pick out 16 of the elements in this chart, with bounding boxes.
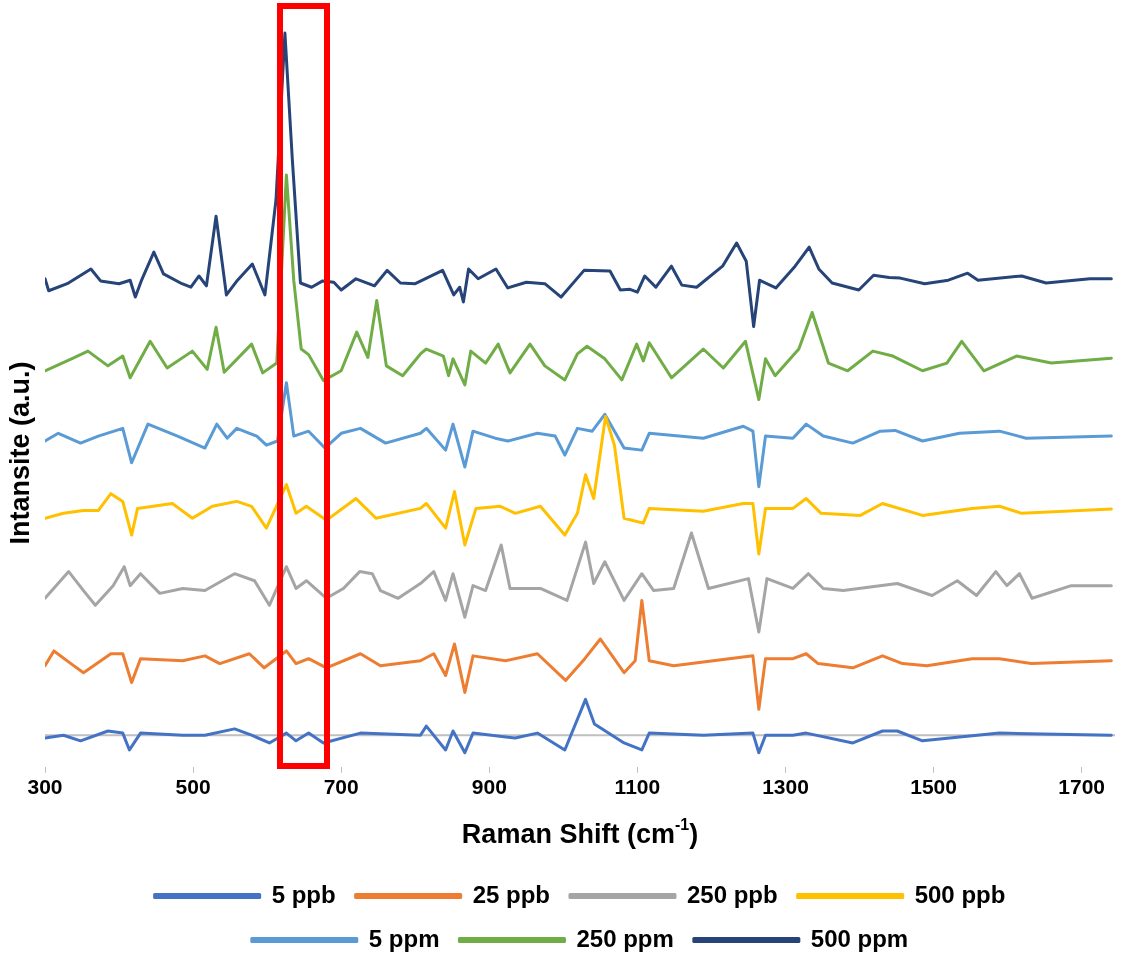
legend-label: 500 ppb — [914, 880, 1006, 908]
x-tick-label: 300 — [27, 775, 63, 799]
x-tick-label: 1500 — [910, 775, 957, 799]
x-tick-label: 900 — [471, 775, 507, 799]
x-tick-label: 1300 — [762, 775, 809, 799]
legend-label: 500 ppm — [810, 924, 909, 952]
legend-label: 5 ppb — [271, 880, 336, 908]
legend-label: 25 ppb — [472, 880, 550, 908]
legend-label: 250 ppm — [576, 924, 674, 952]
legend-label: 5 ppm — [368, 924, 440, 952]
x-tick-label: 1700 — [1058, 775, 1106, 799]
y-axis-title: Intansite (a.u.) — [5, 361, 36, 545]
x-tick-label: 700 — [323, 775, 359, 799]
legend-label: 250 ppb — [686, 880, 778, 908]
x-tick-label: 1100 — [614, 775, 661, 799]
x-tick-label: 500 — [175, 775, 211, 799]
